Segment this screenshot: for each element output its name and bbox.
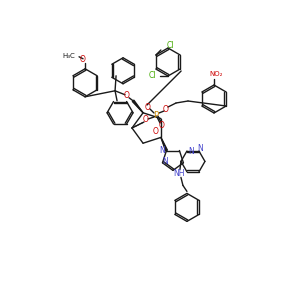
Text: N: N — [188, 146, 194, 155]
Text: O: O — [124, 91, 130, 100]
Text: H₃C: H₃C — [62, 53, 75, 59]
Text: Cl: Cl — [148, 71, 156, 80]
Text: N: N — [163, 157, 168, 166]
Polygon shape — [161, 137, 167, 151]
Text: O: O — [143, 116, 149, 124]
Text: N: N — [160, 146, 165, 155]
Text: NO₂: NO₂ — [209, 71, 223, 77]
Text: O: O — [163, 104, 169, 113]
Text: N: N — [197, 143, 203, 152]
Text: Cl: Cl — [167, 41, 174, 50]
Text: O: O — [145, 103, 151, 112]
Text: P: P — [153, 110, 159, 119]
Text: O: O — [80, 55, 86, 64]
Text: O: O — [159, 122, 165, 130]
Text: NH: NH — [173, 169, 185, 178]
Polygon shape — [132, 100, 143, 113]
Text: O: O — [153, 127, 159, 136]
